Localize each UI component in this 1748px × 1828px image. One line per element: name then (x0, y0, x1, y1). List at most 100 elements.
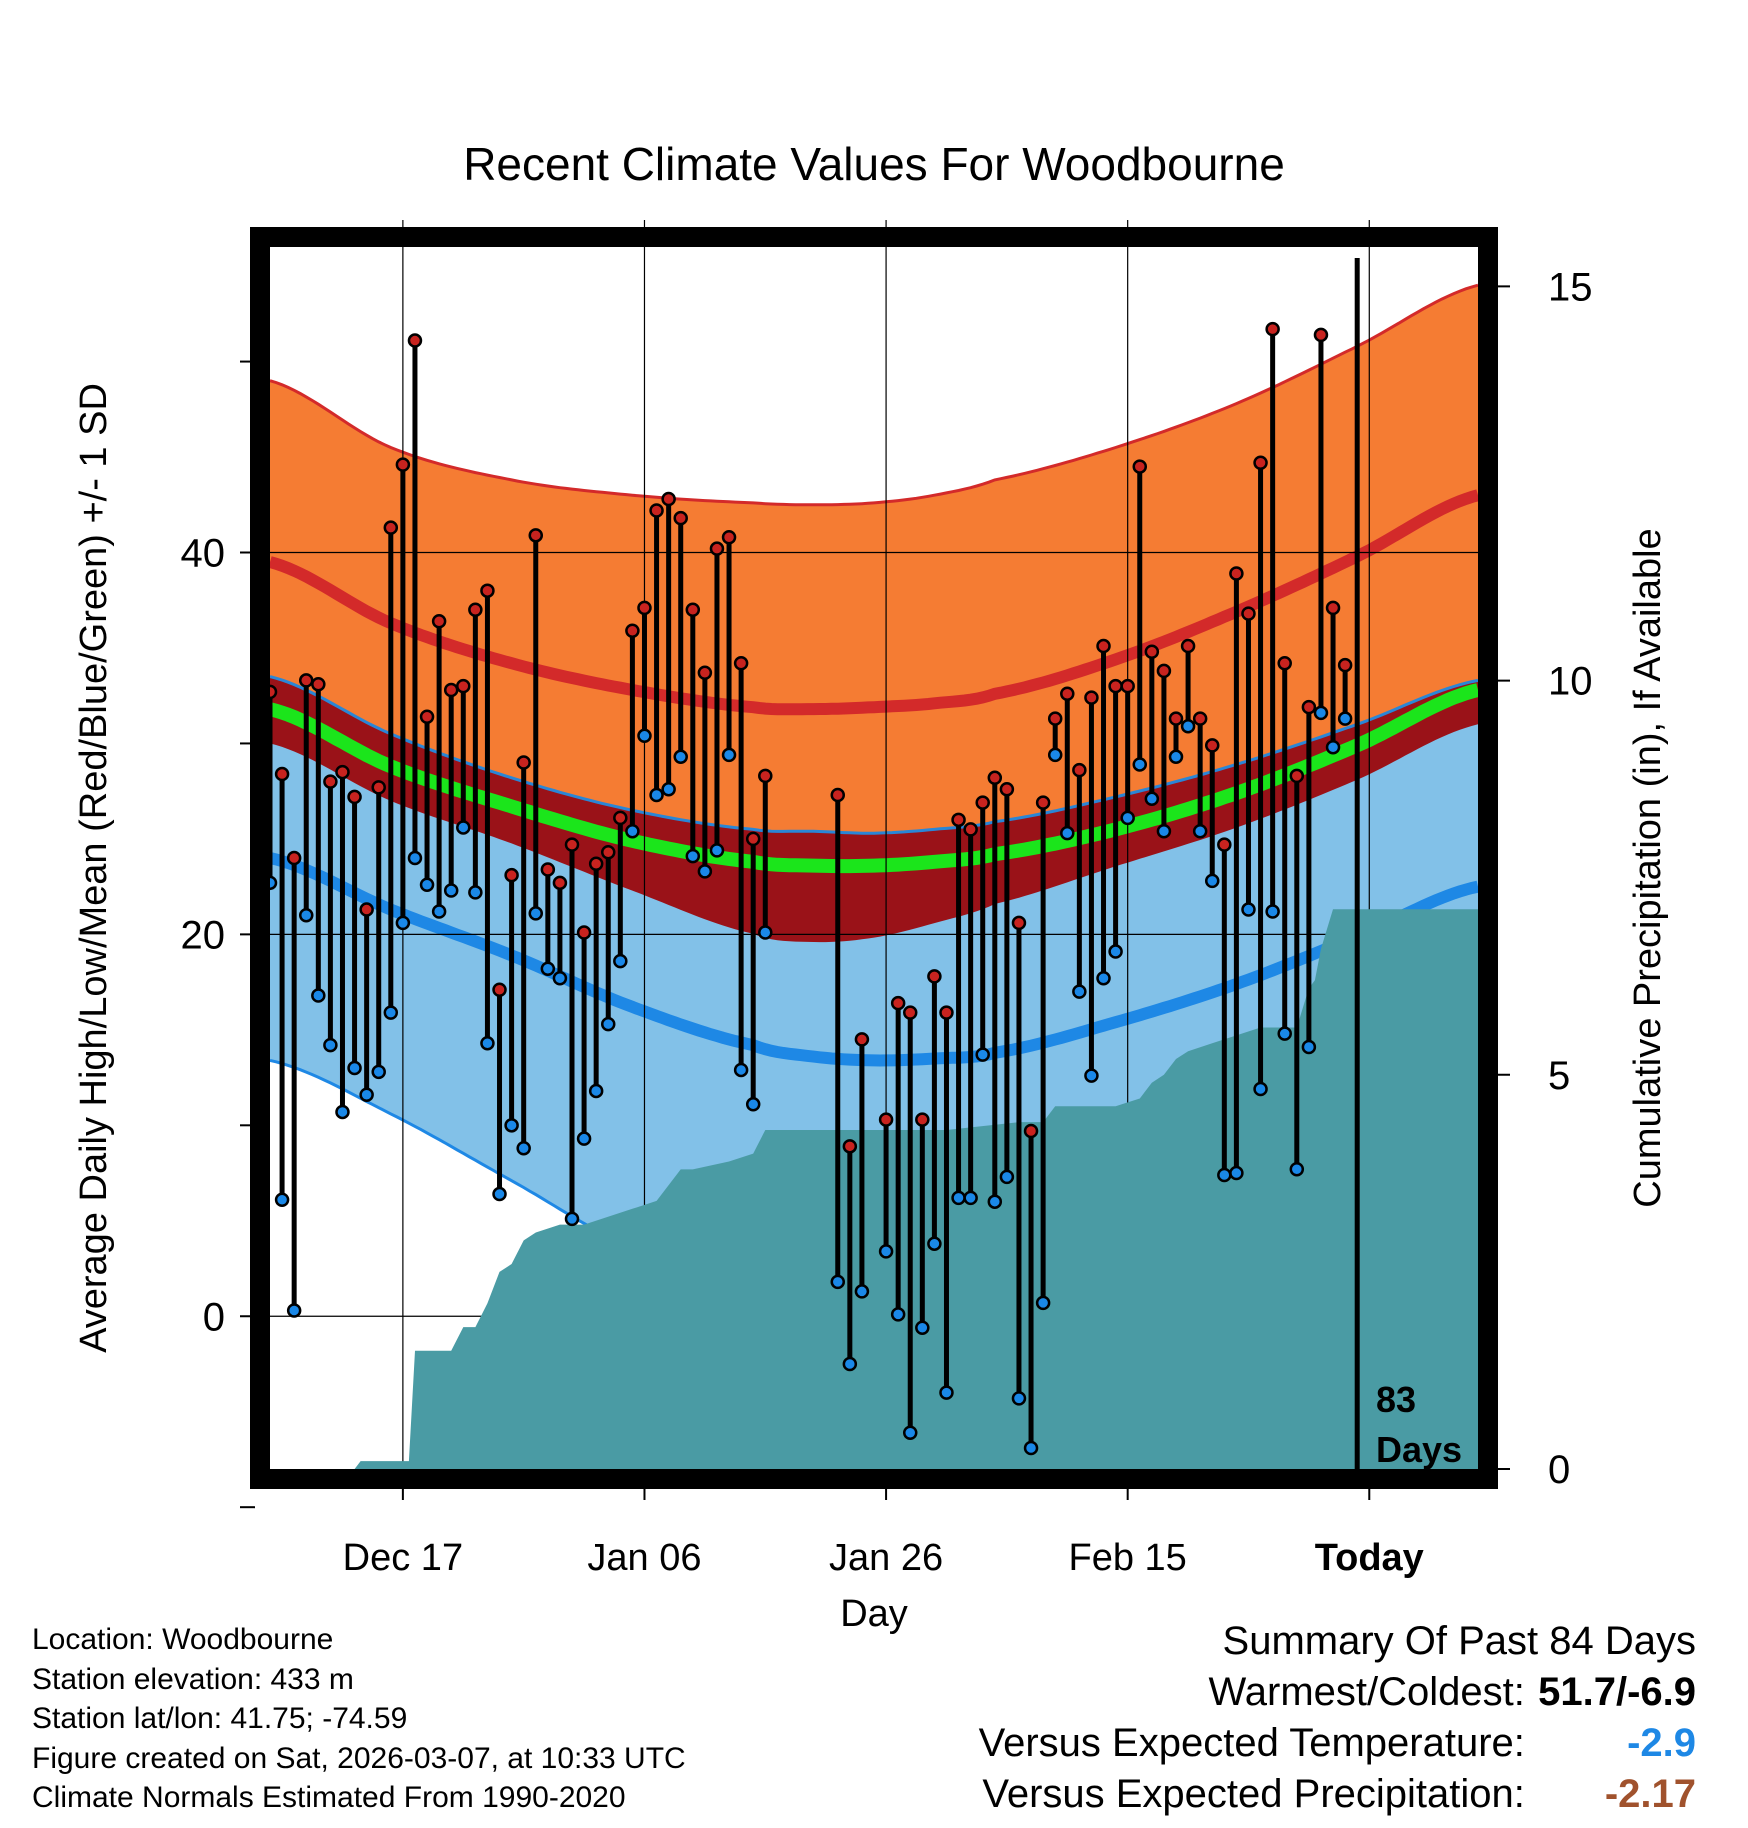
daily-low-point (637, 728, 652, 744)
x-axis-label: Day (840, 1593, 908, 1635)
daily-low-point (274, 1192, 290, 1208)
daily-low-point (419, 877, 435, 892)
y-tick-label: 0 (203, 1295, 225, 1339)
daily-high-point (697, 665, 713, 681)
daily-high-point (359, 902, 374, 917)
daily-high-point (975, 795, 990, 810)
daily-high-point (625, 623, 640, 639)
daily-high-point (709, 541, 725, 556)
daily-low-point (1096, 971, 1111, 986)
x-tick-label: Dec 17 (343, 1537, 463, 1579)
daily-high-point (1120, 678, 1135, 694)
daily-low-point (902, 1425, 918, 1440)
daily-low-point (890, 1307, 906, 1322)
daily-low-point (576, 1131, 592, 1146)
daily-high-point (1241, 606, 1256, 621)
daily-high-point (1096, 638, 1111, 654)
y2-tick-label: 10 (1548, 660, 1593, 704)
daily-high-point (842, 1139, 858, 1154)
daily-low-point (1313, 705, 1329, 721)
daily-high-point (613, 810, 628, 826)
daily-low-point (613, 953, 628, 969)
daily-low-point (1072, 984, 1087, 999)
daily-high-point (286, 850, 302, 866)
daily-low-point (927, 1236, 942, 1251)
daily-high-point (902, 1005, 918, 1020)
daily-high-point (1229, 566, 1244, 581)
period-days-label: Days (1376, 1429, 1462, 1470)
daily-high-point (1011, 915, 1027, 931)
daily-high-point (1132, 459, 1148, 474)
warmest-label: Warmest/Coldest: (1208, 1670, 1525, 1714)
daily-low-point (673, 749, 688, 765)
x-tick-label: Jan 26 (829, 1537, 943, 1579)
daily-low-point (625, 824, 640, 839)
x-tick-label: Today (1315, 1537, 1424, 1579)
daily-low-point (1011, 1391, 1027, 1406)
precipitation-fill (270, 909, 1478, 1469)
daily-low-point (1192, 824, 1208, 839)
daily-high-point (1023, 1123, 1039, 1139)
daily-low-point (588, 1083, 604, 1099)
daily-low-point (1337, 711, 1353, 726)
daily-low-point (1241, 902, 1256, 917)
location-text: Location: Woodbourne (32, 1623, 334, 1656)
daily-high-point (576, 925, 592, 940)
summary-precip-row: Versus Expected Precipitation: -2.17 (979, 1769, 1696, 1820)
daily-low-point (347, 1060, 362, 1076)
daily-high-point (371, 780, 386, 795)
daily-high-point (443, 682, 459, 698)
high-normal-line (268, 489, 1480, 716)
daily-high-point (564, 837, 580, 852)
latlon-text: Station lat/lon: 41.75; -74.59 (32, 1702, 408, 1735)
daily-low-point (383, 1005, 399, 1020)
daily-high-point (407, 333, 423, 348)
daily-high-point (685, 602, 701, 618)
daily-high-point (1217, 837, 1232, 852)
daily-low-point (540, 961, 556, 976)
daily-high-point (395, 457, 411, 472)
daily-low-point (359, 1087, 374, 1103)
daily-high-point (1192, 711, 1208, 726)
period-count-label: 83 (1376, 1379, 1416, 1420)
daily-high-point (878, 1112, 894, 1127)
daily-high-point (298, 673, 314, 688)
daily-high-point (963, 822, 978, 837)
daily-low-point (492, 1186, 507, 1202)
daily-high-point (504, 867, 519, 883)
daily-high-point (890, 995, 906, 1011)
elevation-text: Station elevation: 433 m (32, 1662, 354, 1696)
daily-high-point (528, 528, 544, 543)
daily-high-point (1277, 655, 1292, 671)
daily-low-point (395, 915, 411, 931)
daily-high-point (431, 613, 447, 629)
daily-low-point (323, 1037, 338, 1053)
daily-high-point (419, 709, 435, 724)
daily-high-point (1289, 768, 1305, 784)
daily-low-point (552, 971, 568, 986)
daily-low-point (443, 883, 459, 898)
daily-low-point (878, 1244, 894, 1259)
daily-high-point (987, 770, 1003, 786)
daily-low-point (1144, 791, 1160, 807)
daily-high-point (939, 1005, 954, 1020)
summary-panel: Summary Of Past 84 Days Warmest/Coldest:… (979, 1616, 1696, 1820)
daily-high-point (1301, 699, 1317, 715)
daily-high-point (999, 782, 1015, 797)
daily-high-point (1325, 600, 1341, 616)
daily-low-point (516, 1140, 531, 1156)
daily-low-point (915, 1320, 930, 1335)
daily-low-point (1084, 1068, 1099, 1083)
y2-tick-label: 0 (1548, 1448, 1570, 1492)
daily-low-point (999, 1169, 1015, 1185)
daily-high-point (758, 768, 773, 784)
high-sd-band (270, 285, 1478, 834)
daily-low-point (1168, 749, 1184, 765)
daily-high-point (1144, 644, 1160, 660)
daily-observations (262, 321, 1353, 1456)
daily-high-point (588, 856, 604, 871)
y-tick-label: 20 (181, 913, 226, 957)
daily-high-point (1168, 711, 1184, 726)
daily-low-point (1108, 944, 1123, 959)
daily-low-point (1060, 825, 1075, 841)
